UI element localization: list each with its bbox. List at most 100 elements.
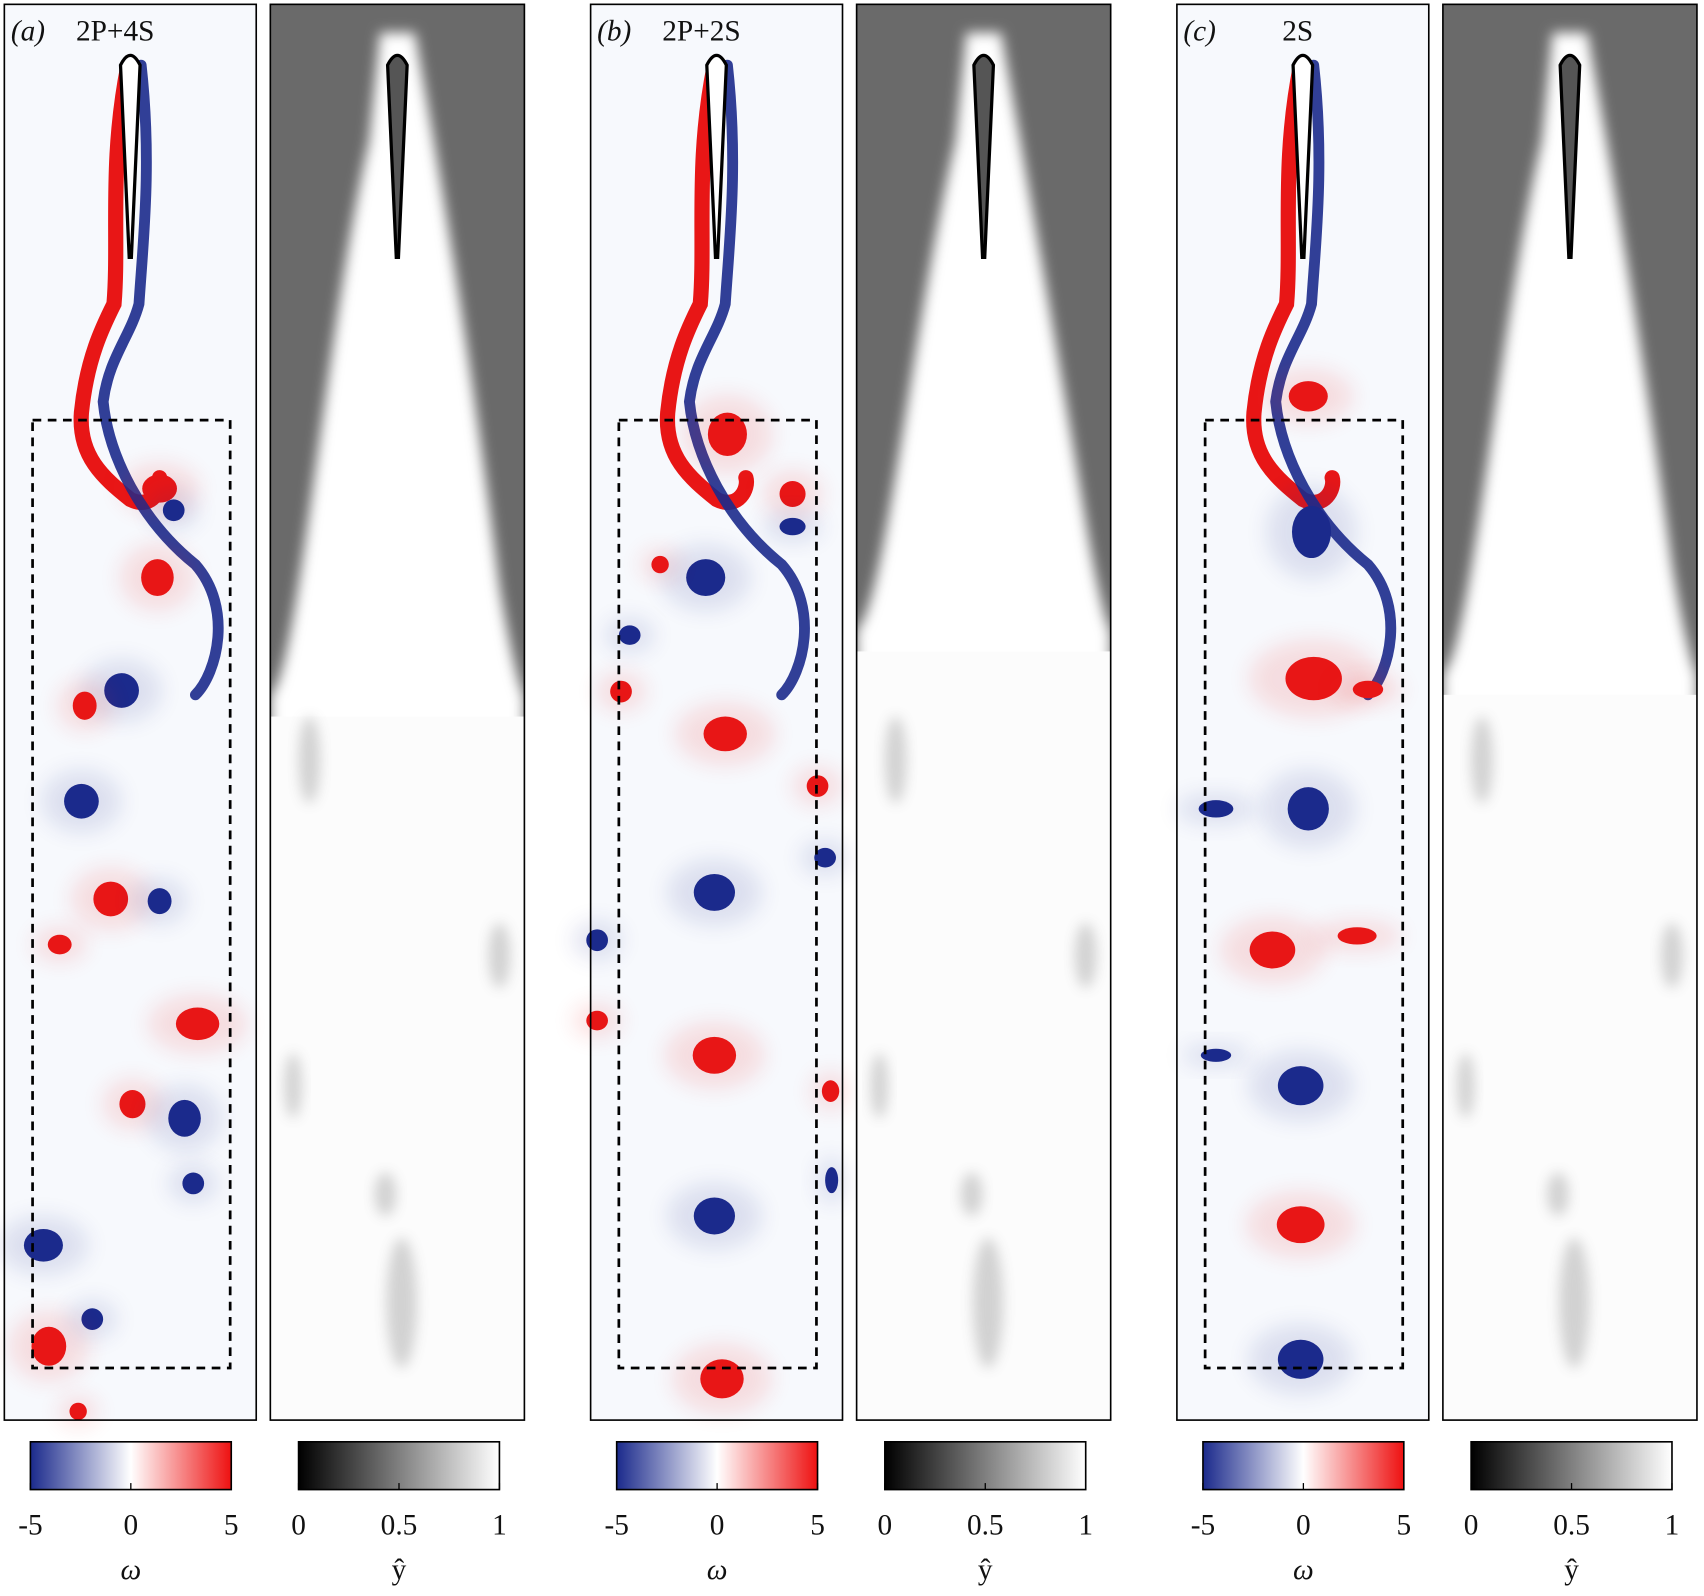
- colorbar-tick-label: 0: [123, 1509, 138, 1541]
- vortex-core: [814, 847, 836, 868]
- colorbar-tick-label: 1: [1078, 1509, 1093, 1541]
- low-yhat-patch: [972, 1237, 1004, 1368]
- colorbar-tick-label: 0.5: [967, 1509, 1004, 1541]
- vortex-core: [1285, 656, 1342, 701]
- vortex-core: [1288, 381, 1328, 412]
- shear-layer-blue: [97, 59, 224, 701]
- low-yhat-patch: [1559, 1237, 1590, 1368]
- vortex-core: [651, 555, 669, 574]
- vortex-layer: [1176, 57, 1403, 1395]
- panel-frame: [855, 3, 1112, 1421]
- vortex-core: [586, 1010, 608, 1031]
- panel-group: (a) 2P+4S -5 0 5 ω 0 0.5 1 ŷ: [0, 3, 526, 1586]
- shear-layer-blue: [683, 59, 810, 701]
- vortex-core: [586, 929, 608, 952]
- vortex-core: [821, 1080, 840, 1102]
- low-yhat-patch: [386, 1237, 417, 1368]
- vorticity-panel: (b) 2P+2S: [572, 3, 851, 1421]
- region-box: [617, 418, 818, 1370]
- colorbar-tick-label: 0: [291, 1509, 306, 1541]
- colorbar-symbol: ŷ: [978, 1554, 993, 1586]
- colorbar: 0 0.5 1 ŷ: [291, 1440, 507, 1586]
- panel-label: (c): [1183, 15, 1216, 47]
- vortex-layer: [572, 57, 851, 1415]
- low-yhat-patch: [870, 1053, 889, 1119]
- colorbar-symbol: ŷ: [392, 1554, 407, 1586]
- vortex-core: [693, 1197, 736, 1235]
- vortex-core: [147, 888, 172, 915]
- colorbar-tick-label: -5: [604, 1509, 628, 1541]
- low-yhat-patch: [374, 1172, 397, 1216]
- vortex-core: [182, 1172, 205, 1195]
- airfoil-outline: [1558, 53, 1582, 259]
- vortex-core: [700, 1359, 744, 1399]
- airfoil-outline: [385, 53, 409, 259]
- vortex-core: [1198, 800, 1234, 818]
- airfoil: [705, 53, 728, 259]
- vortex-core: [1200, 1048, 1232, 1062]
- vortex-core: [175, 1007, 220, 1041]
- colorbar-symbol: ŷ: [1564, 1554, 1579, 1586]
- panel-frame: [3, 3, 258, 1421]
- colorbar-tick-label: 0: [1296, 1509, 1311, 1541]
- colorbar-gradient: [29, 1440, 233, 1491]
- yhat-panel: [1442, 3, 1698, 1421]
- vortex-core: [779, 517, 806, 536]
- colorbar-tick-label: 5: [1396, 1509, 1411, 1541]
- vortex-layer: [0, 57, 248, 1428]
- colorbar-tick-label: 0: [1464, 1509, 1479, 1541]
- low-yhat-patch: [1661, 922, 1683, 988]
- colorbar-gradient: [1470, 1440, 1673, 1491]
- vortex-core: [119, 1090, 146, 1119]
- vortex-core: [1291, 505, 1332, 559]
- colorbar-tick-label: 5: [810, 1509, 825, 1541]
- wake-pattern: 2P+4S: [76, 15, 154, 47]
- vortex-core: [693, 873, 736, 911]
- colorbar-gradient: [297, 1440, 501, 1491]
- vortex-core: [93, 881, 129, 917]
- colorbar-tick-label: 0.5: [381, 1509, 418, 1541]
- colorbar-gradient: [615, 1440, 819, 1491]
- yhat-panel: [855, 3, 1112, 1421]
- colorbar: -5 0 5 ω: [604, 1440, 825, 1586]
- panel-label: (b): [597, 15, 631, 47]
- vorticity-panel: (a) 2P+4S: [0, 3, 258, 1428]
- vortex-core: [825, 1167, 839, 1194]
- wake-pattern: 2P+2S: [662, 15, 740, 47]
- vortex-core: [1249, 931, 1296, 969]
- shear-layer-red: [659, 57, 754, 510]
- vortex-core: [610, 680, 632, 703]
- region-box: [31, 418, 232, 1370]
- colorbar-tick-label: 0.5: [1553, 1509, 1590, 1541]
- vortex-core: [1277, 1066, 1324, 1106]
- low-yhat-patch: [298, 716, 321, 804]
- vortex-core: [64, 783, 99, 819]
- low-yhat-patch: [488, 922, 511, 988]
- vortex-core: [1287, 787, 1329, 831]
- panel-frame: [1442, 3, 1698, 1421]
- airfoil-outline: [972, 53, 996, 259]
- panel-frame: [1176, 3, 1430, 1421]
- vortex-core: [47, 934, 72, 955]
- vortex-core: [1276, 1206, 1325, 1244]
- vortex-core: [1352, 680, 1384, 699]
- colorbar-symbol: ω: [707, 1554, 728, 1586]
- panel-label: (a): [11, 15, 45, 47]
- vortex-core: [23, 1229, 63, 1262]
- vortex-core: [168, 1099, 201, 1137]
- vortex-core: [707, 412, 747, 456]
- vortex-core: [31, 1326, 67, 1366]
- airfoil: [1291, 53, 1315, 259]
- colorbar-tick-label: 0: [710, 1509, 725, 1541]
- vortex-core: [779, 480, 806, 508]
- colorbar-tick-label: -5: [1191, 1509, 1215, 1541]
- low-yhat-patch: [1457, 1053, 1475, 1119]
- panel-frame: [269, 3, 526, 1421]
- vortex-core: [69, 1402, 87, 1421]
- colorbar-tick-label: 1: [492, 1509, 507, 1541]
- colorbar: -5 0 5 ω: [1191, 1440, 1411, 1586]
- colorbar-symbol: ω: [120, 1554, 141, 1586]
- vortex-core: [1337, 927, 1377, 945]
